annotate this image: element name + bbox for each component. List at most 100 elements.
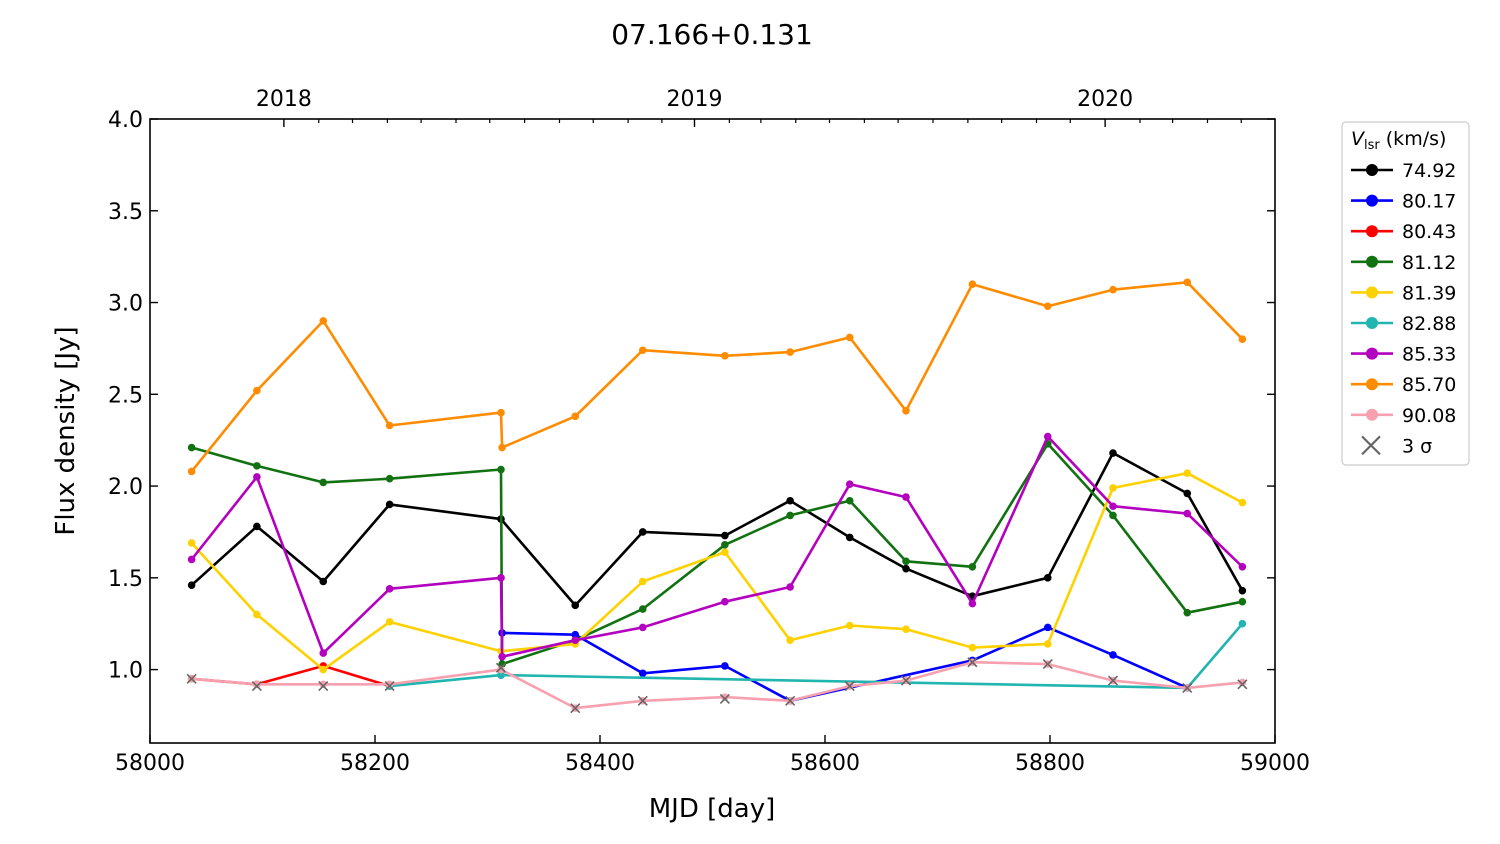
series-point-81.39: [786, 636, 794, 645]
sigma-marker: [384, 681, 395, 692]
legend-title-main: V: [1351, 128, 1366, 150]
series-point-74.92: [1238, 586, 1247, 595]
top-year-label: 2018: [256, 87, 312, 112]
series-point-74.92: [1183, 489, 1192, 498]
y-tick-label: 2.0: [108, 475, 143, 500]
series-point-85.70: [786, 348, 794, 356]
series-point-80.17: [1043, 623, 1052, 632]
series-point-85.33: [498, 652, 506, 661]
series-point-81.12: [497, 465, 505, 474]
series-point-81.39: [1043, 640, 1052, 648]
series-point-74.92: [1109, 449, 1117, 457]
series-point-81.12: [968, 563, 977, 571]
series-point-81.39: [1238, 498, 1247, 507]
series-point-74.92: [253, 522, 261, 531]
series-point-90.08: [253, 680, 261, 689]
series-point-81.12: [845, 496, 854, 505]
series-point-74.92: [385, 500, 394, 509]
sigma-marker: [186, 673, 197, 684]
series-point-90.08: [721, 693, 729, 701]
sigma-marker: [637, 695, 648, 706]
series-point-90.08: [385, 680, 394, 689]
y-axis-label: Flux density [Jy]: [51, 326, 81, 535]
series-point-80.17: [1109, 651, 1117, 659]
series-point-90.08: [1238, 678, 1247, 687]
plot-data-layer: [186, 278, 1248, 714]
series-point-85.33: [319, 649, 328, 657]
y-tick-label: 3.0: [108, 292, 143, 317]
y-tick-label: 1.5: [108, 567, 143, 592]
legend-swatch-marker: [1366, 347, 1378, 360]
series-point-85.70: [721, 351, 729, 360]
series-point-74.92: [902, 564, 910, 573]
series-point-80.17: [571, 630, 580, 639]
series-point-85.70: [571, 412, 580, 421]
series-line-85.70: [190, 280, 1244, 473]
series-point-90.08: [497, 665, 505, 674]
series-point-81.12: [253, 462, 261, 470]
series-point-81.12: [1238, 597, 1247, 606]
y-tick-label: 4.0: [108, 108, 143, 133]
series-point-85.70: [968, 280, 977, 288]
legend-sigma-marker: [1361, 435, 1381, 456]
legend-swatch-marker: [1366, 225, 1378, 238]
sigma-marker: [495, 662, 507, 673]
series-point-85.33: [497, 574, 505, 582]
series-point-85.33: [845, 480, 854, 489]
legend: Vlsr (km/s) 74.92 80.17 80.43 81.12 81.39 82.…: [1341, 121, 1470, 466]
series-point-81.39: [638, 577, 647, 586]
series-point-81.39: [253, 610, 261, 619]
series-line-81.39: [190, 471, 1244, 671]
series-point-80.17: [721, 662, 729, 670]
series-point-81.12: [1183, 608, 1192, 617]
x-tick-label: 58200: [340, 751, 410, 776]
series-point-85.70: [1043, 302, 1052, 311]
legend-sigma-label: 3 σ: [1402, 435, 1432, 457]
series-point-81.12: [638, 605, 647, 613]
series-point-80.17: [638, 669, 647, 678]
series-point-85.70: [638, 346, 647, 355]
x-tick-label: 59000: [1240, 751, 1310, 776]
series-point-82.88: [1238, 619, 1247, 628]
y-tick-label: 1.0: [108, 659, 143, 684]
legend-label: 85.70: [1402, 374, 1456, 396]
series-point-74.92: [845, 533, 854, 542]
x-tick-label: 58000: [115, 751, 185, 776]
series-point-85.70: [1183, 278, 1192, 287]
series-point-81.39: [721, 548, 729, 556]
chart-title: 07.166+0.131: [611, 18, 813, 51]
sigma-marker: [719, 693, 730, 705]
series-point-74.92: [1043, 574, 1052, 582]
series-point-85.33: [253, 473, 261, 481]
x-tick-label: 58800: [1015, 751, 1085, 776]
series-point-74.92: [319, 577, 328, 586]
series-line-90.08: [191, 660, 1243, 710]
x-tick-label: 58600: [790, 751, 860, 776]
sigma-marker: [1042, 659, 1053, 670]
series-point-85.70: [319, 317, 328, 325]
series-point-85.70: [1238, 335, 1247, 344]
sigma-marker: [785, 695, 796, 706]
legend-label: 85.33: [1402, 344, 1456, 366]
sigma-marker: [251, 681, 262, 692]
series-point-74.92: [187, 581, 196, 589]
series-point-85.33: [385, 585, 394, 593]
sigma-marker: [1182, 682, 1193, 694]
series-point-85.33: [902, 493, 910, 501]
series-point-85.70: [1109, 285, 1117, 294]
legend-label: 81.12: [1402, 252, 1456, 274]
series-point-85.33: [1238, 563, 1247, 571]
sigma-marker: [1107, 675, 1119, 686]
series-point-90.08: [319, 680, 328, 689]
legend-label: 81.39: [1402, 282, 1456, 304]
series-point-85.70: [187, 467, 196, 476]
series-point-81.39: [845, 621, 854, 630]
legend-entries: 74.92 80.17 80.43 81.12 81.39 82.88 85.33 85.70…: [1351, 160, 1456, 457]
series-point-85.33: [571, 636, 580, 645]
legend-swatch-marker: [1366, 378, 1378, 391]
series-point-74.92: [786, 496, 794, 505]
series-point-74.92: [638, 528, 647, 536]
series-line-80.17: [499, 626, 1188, 703]
x-axis-label: MJD [day]: [649, 794, 776, 824]
series-point-85.33: [968, 599, 977, 608]
